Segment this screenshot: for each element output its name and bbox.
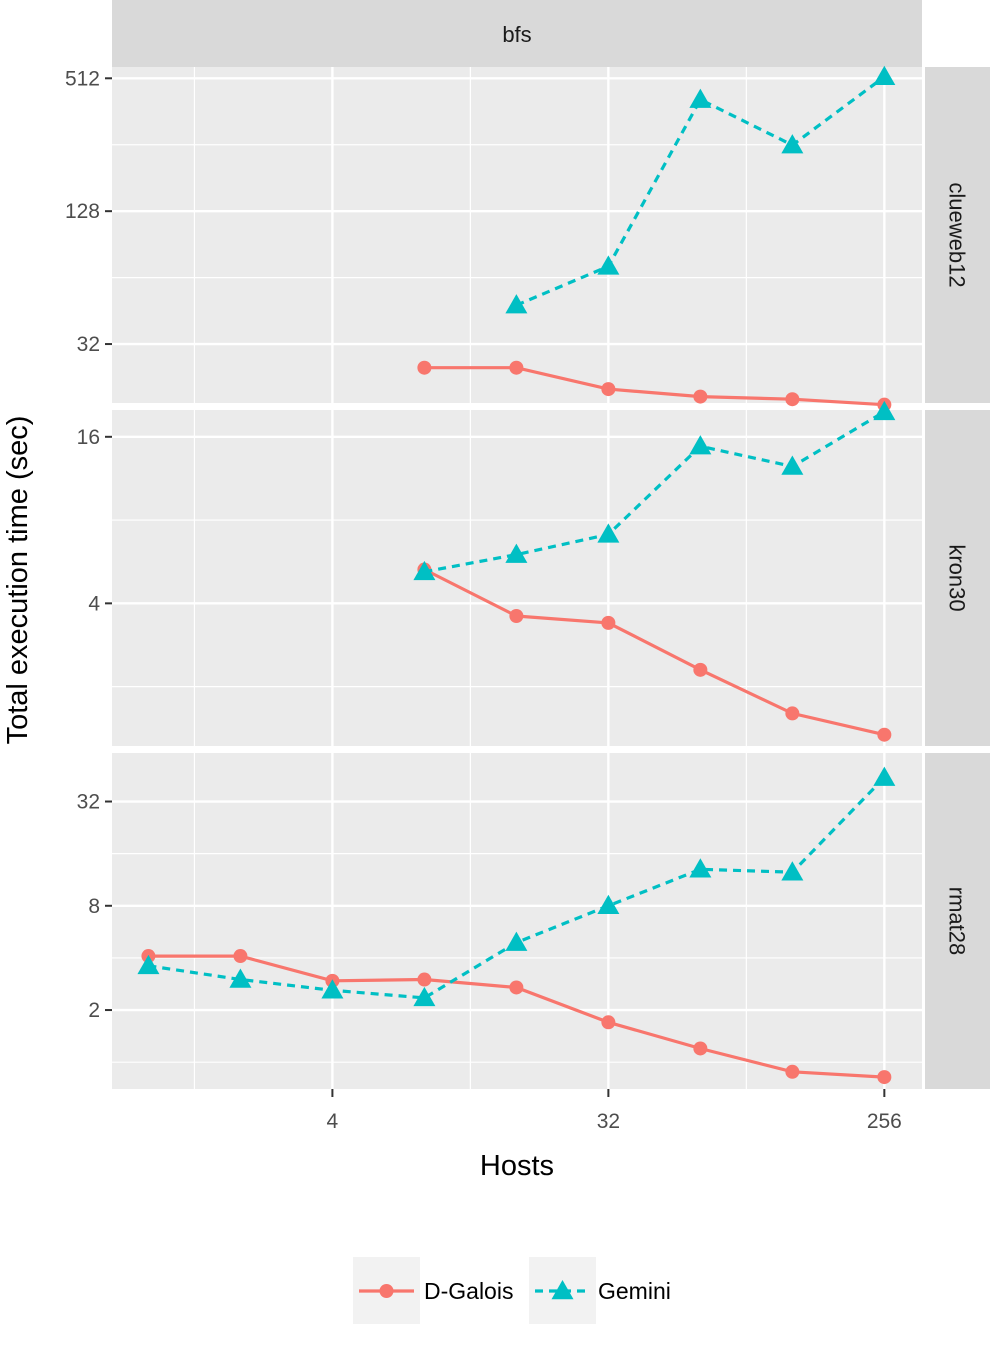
y-tick-label: 32: [77, 333, 100, 356]
panel-background: [112, 67, 922, 403]
data-point-Gemini: [413, 560, 436, 581]
data-point-Gemini: [505, 543, 528, 563]
facet-strip-top-label: bfs: [502, 22, 531, 47]
data-point-D-Galois: [509, 360, 524, 375]
data-point-Gemini: [321, 979, 344, 999]
y-tick-label: 2: [88, 999, 100, 1022]
data-point-Gemini: [597, 255, 620, 275]
facet-strip-right-label: clueweb12: [945, 182, 970, 287]
data-point-Gemini: [873, 65, 896, 86]
facet-strip-right-label: kron30: [945, 544, 970, 611]
data-point-D-Galois: [785, 392, 800, 407]
data-point-Gemini: [781, 455, 804, 475]
data-point-Gemini: [229, 968, 252, 988]
data-point-D-Galois: [601, 615, 616, 630]
data-point-D-Galois: [509, 609, 524, 624]
legend-item-Gemini: Gemini: [529, 1257, 671, 1324]
x-tick-label: 4: [327, 1110, 339, 1133]
facet-strip-top: [112, 0, 922, 67]
data-point-Gemini: [413, 986, 436, 1007]
data-point-D-Galois: [877, 727, 892, 742]
data-point-Gemini: [137, 954, 160, 975]
series-line-Gemini: [424, 410, 886, 574]
data-point-D-Galois: [693, 1041, 708, 1056]
data-point-Gemini: [505, 931, 528, 951]
data-point-Gemini: [689, 435, 712, 455]
data-point-Gemini: [505, 294, 528, 314]
series-line-D-Galois: [424, 366, 885, 407]
data-point-D-Galois: [509, 980, 524, 995]
x-tick-label: 32: [597, 1110, 620, 1133]
panel-background: [112, 753, 922, 1089]
legend-label: D-Galois: [424, 1278, 513, 1304]
data-point-D-Galois: [417, 360, 432, 375]
data-point-D-Galois: [417, 972, 432, 987]
facet-strip-right: [925, 410, 990, 746]
y-tick-label: 512: [65, 67, 100, 90]
x-axis: 4 32 256: [327, 1089, 902, 1133]
y-tick-label: 4: [88, 592, 100, 615]
data-point-Gemini: [781, 134, 804, 154]
legend-label: Gemini: [598, 1278, 671, 1304]
facet-strip-right: [925, 753, 990, 1089]
data-point-Gemini: [597, 894, 620, 915]
facet-strip-right: [925, 67, 990, 403]
panel-kron30: 4 16: [77, 400, 922, 746]
series-line-D-Galois: [423, 568, 885, 737]
data-point-Gemini: [873, 400, 896, 421]
facet-strips: bfs clueweb12 kron30 rmat28: [112, 0, 990, 1089]
data-point-D-Galois: [693, 389, 708, 404]
panel-background: [112, 410, 922, 746]
x-axis-title: Hosts: [480, 1150, 554, 1182]
data-point-D-Galois: [877, 1070, 892, 1085]
data-point-Gemini: [597, 523, 620, 543]
panel-rmat28: 2 8 32: [77, 753, 922, 1089]
legend-key-marker: [551, 1280, 574, 1300]
y-tick-label: 16: [77, 426, 100, 449]
data-point-D-Galois: [785, 1064, 800, 1079]
y-axis-title: Total execution time (sec): [2, 416, 34, 745]
y-tick-label: 128: [65, 200, 100, 223]
data-point-Gemini: [689, 88, 712, 108]
legend: D-Galois Gemini: [353, 1257, 671, 1324]
legend-item-D-Galois: D-Galois: [353, 1257, 513, 1324]
facet-strip-right-label: rmat28: [945, 887, 970, 955]
data-point-Gemini: [781, 861, 804, 881]
panel-clueweb12: 32 128 512: [65, 65, 922, 412]
data-point-Gemini: [873, 766, 896, 786]
y-tick-label: 8: [88, 895, 100, 918]
y-tick-label: 32: [77, 791, 100, 814]
data-point-D-Galois: [233, 949, 248, 964]
data-point-D-Galois: [601, 1015, 616, 1030]
data-point-Gemini: [689, 858, 712, 878]
x-tick-label: 256: [867, 1110, 902, 1133]
data-point-D-Galois: [785, 706, 800, 721]
data-point-D-Galois: [601, 382, 616, 397]
data-point-D-Galois: [693, 662, 708, 677]
legend-key-marker: [379, 1284, 394, 1298]
